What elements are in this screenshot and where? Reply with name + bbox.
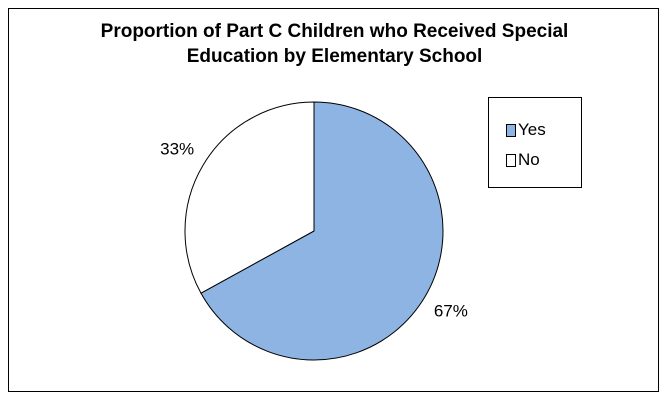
pie-chart: 67% 33%	[160, 101, 468, 361]
data-label-yes: 67%	[434, 301, 468, 320]
chart-title-line-1: Proportion of Part C Children who Receiv…	[100, 21, 569, 42]
legend-swatch-yes	[506, 123, 516, 137]
legend-item-yes: Yes	[506, 119, 546, 141]
data-label-no: 33%	[160, 140, 194, 159]
chart-frame: Proportion of Part C Children who Receiv…	[8, 8, 659, 392]
legend-item-no: No	[506, 149, 540, 171]
pie-slice-yes	[200, 101, 444, 361]
legend: Yes No	[488, 97, 582, 188]
chart-title: Proportion of Part C Children who Receiv…	[9, 19, 660, 69]
chart-title-line-2: Education by Elementary School	[186, 46, 483, 67]
pie-slice-no	[184, 101, 315, 294]
legend-label-no: No	[518, 150, 540, 169]
legend-label-yes: Yes	[518, 120, 546, 139]
legend-swatch-no	[506, 153, 516, 167]
